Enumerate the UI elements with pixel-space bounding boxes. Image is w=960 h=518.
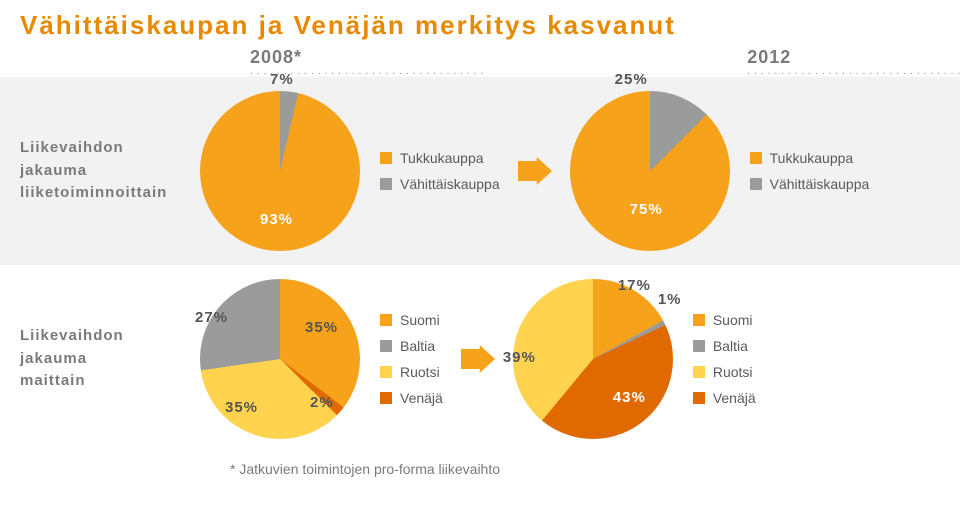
legend-item: Tukkukauppa [770,150,854,166]
swatch-icon [380,340,392,352]
dots-right: ................................... [747,66,960,77]
pct-75: 75% [630,201,663,218]
legend-item: Baltia [713,338,748,354]
pct-venaja: 43% [613,389,646,406]
pct-93: 93% [260,211,293,228]
pct-7: 7% [270,71,294,88]
swatch-icon [380,178,392,190]
swatch-icon [750,178,762,190]
row2-label: Liikevaihdon jakauma maittain [20,325,200,393]
row1-label: Liikevaihdon jakauma liiketoiminnoittain [20,137,200,205]
pct-25: 25% [615,71,648,88]
pct-baltia: 27% [195,309,228,326]
swatch-icon [693,366,705,378]
swatch-icon [750,152,762,164]
pct-ruotsi: 35% [225,399,258,416]
legend-item: Vähittäiskauppa [400,176,500,192]
legend-row1-right: Tukkukauppa Vähittäiskauppa [750,150,870,192]
row-countries: Liikevaihdon jakauma maittain 35% 27% 35… [0,265,960,453]
legend-item: Venäjä [713,390,756,406]
row2-label-l2: jakauma [20,348,200,371]
swatch-icon [693,314,705,326]
legend-item: Ruotsi [713,364,753,380]
legend-item: Tukkukauppa [400,150,484,166]
legend-row2-left: Suomi Baltia Ruotsi Venäjä [380,312,443,406]
pct-suomi: 35% [305,319,338,336]
row1-label-l3: liiketoiminnoittain [20,182,200,205]
swatch-icon [380,392,392,404]
legend-item: Vähittäiskauppa [770,176,870,192]
year-left: 2008* [250,47,487,68]
pct-baltia: 1% [658,291,682,308]
legend-item: Baltia [400,338,435,354]
years-row: 2008* ..................................… [230,47,960,77]
year-right: 2012 [747,47,960,68]
swatch-icon [380,366,392,378]
row2-label-l3: maittain [20,370,200,393]
row1-label-l1: Liikevaihdon [20,137,200,160]
legend-item: Suomi [400,312,440,328]
legend-item: Ruotsi [400,364,440,380]
pct-venaja: 2% [310,394,334,411]
row1-label-l2: jakauma [20,160,200,183]
pie-row1-right: 75% 25% [570,91,730,251]
arrow-icon [518,157,552,185]
footnote: * Jatkuvien toimintojen pro-forma liikev… [0,453,960,477]
pct-suomi: 17% [618,277,651,294]
legend-row1-left: Tukkukauppa Vähittäiskauppa [380,150,500,192]
legend-row2-right: Suomi Baltia Ruotsi Venäjä [693,312,756,406]
row2-label-l1: Liikevaihdon [20,325,200,348]
pie-row2-left: 35% 27% 35% 2% [200,279,360,439]
pie-row2-right: 17% 1% 39% 43% [513,279,673,439]
arrow-icon [461,345,495,373]
legend-item: Venäjä [400,390,443,406]
pie-row1-left: 93% 7% [200,91,360,251]
swatch-icon [693,340,705,352]
legend-item: Suomi [713,312,753,328]
page-title: Vähittäiskaupan ja Venäjän merkitys kasv… [0,0,960,47]
row-business: Liikevaihdon jakauma liiketoiminnoittain… [0,77,960,265]
pct-ruotsi: 39% [503,349,536,366]
swatch-icon [380,152,392,164]
swatch-icon [380,314,392,326]
swatch-icon [693,392,705,404]
